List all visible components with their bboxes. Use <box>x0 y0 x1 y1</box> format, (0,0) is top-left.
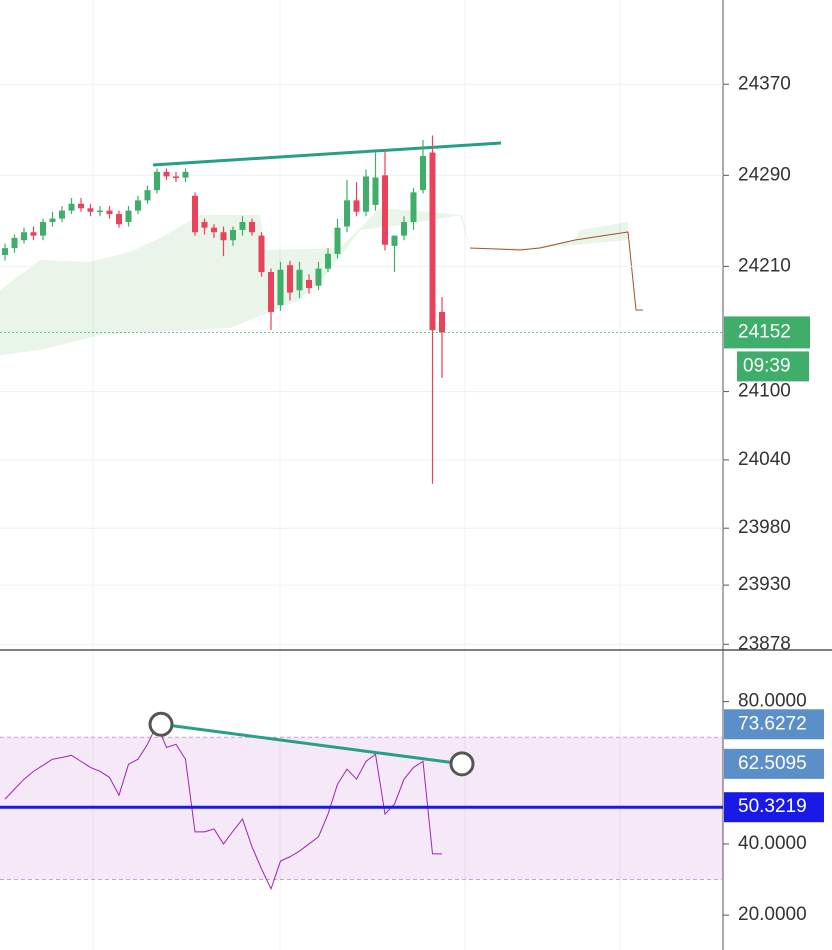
trendline-handle <box>148 711 174 737</box>
candle-body <box>97 210 103 213</box>
trendline-label: 62.5095 <box>738 753 807 774</box>
countdown-label: 09:39 <box>743 355 791 376</box>
trendline-tag <box>724 748 824 779</box>
candle-body <box>135 200 141 211</box>
candle-body <box>344 200 350 227</box>
trendline-handle <box>449 751 475 777</box>
candle-body <box>144 190 151 201</box>
y-tick-label: 40.0000 <box>738 833 807 854</box>
candle-body <box>201 221 208 228</box>
candle-body <box>2 248 8 255</box>
candle-body <box>163 171 170 177</box>
trendline-label: 73.6272 <box>738 713 807 734</box>
candle-body <box>173 176 179 178</box>
y-tick-label: 24210 <box>738 255 791 276</box>
candle-body <box>30 232 37 236</box>
candle-body <box>429 152 436 331</box>
last-price-label: 24152 <box>738 321 791 342</box>
candle-body <box>154 171 160 191</box>
rsi-trendline <box>160 722 463 766</box>
candle-body <box>420 155 426 191</box>
y-tick-label: 20.0000 <box>738 904 807 925</box>
candle-body <box>59 210 65 219</box>
candle-body <box>258 235 265 273</box>
candle-body <box>410 192 417 222</box>
candle-body <box>40 221 46 236</box>
y-tick-label: 23878 <box>738 633 791 654</box>
candle-body <box>382 175 388 245</box>
candle-body <box>182 171 189 178</box>
candle-body <box>268 272 274 312</box>
level-tag <box>724 792 824 823</box>
candle-body <box>21 232 27 241</box>
candle-body <box>87 208 94 212</box>
candle-body <box>401 221 407 236</box>
level-label: 50.3219 <box>738 796 807 817</box>
candle-body <box>211 227 217 233</box>
rsi-line <box>4 723 442 891</box>
candle-body <box>296 269 303 291</box>
candle-body <box>363 176 369 212</box>
y-tick-label: 23930 <box>738 574 791 595</box>
candle-body <box>192 195 198 233</box>
candle-body <box>78 203 84 209</box>
candle-body <box>306 280 312 289</box>
y-tick-label: 24370 <box>738 73 791 94</box>
last-price-tag <box>724 316 810 349</box>
lagging-line <box>469 231 643 311</box>
ichimoku-cloud <box>0 208 628 355</box>
price-trendline <box>152 141 502 167</box>
candle-body <box>116 214 122 225</box>
candle-body <box>391 235 398 246</box>
candle-body <box>277 269 284 306</box>
candle-body <box>11 237 18 249</box>
candle-body <box>68 203 75 211</box>
candle-body <box>315 268 322 286</box>
candle-body <box>239 221 246 230</box>
candle-body <box>353 200 360 212</box>
candle-body <box>125 210 132 222</box>
candle-body <box>220 232 227 241</box>
candle-body <box>372 177 379 205</box>
countdown-tag <box>737 351 809 382</box>
candle-body <box>230 229 236 241</box>
candle-body <box>106 210 113 215</box>
y-tick-label: 24100 <box>738 381 791 402</box>
y-tick-label: 24450 <box>738 0 791 3</box>
y-tick-label: 24040 <box>738 449 791 470</box>
candle-body <box>325 253 331 269</box>
y-tick-label: 80.0000 <box>738 691 807 712</box>
candle-body <box>439 311 445 333</box>
candle-body <box>334 227 341 254</box>
trendline-tag <box>724 709 824 740</box>
candle-body <box>49 218 56 222</box>
candle-body <box>249 221 255 233</box>
y-tick-label: 23980 <box>738 517 791 538</box>
y-tick-label: 24290 <box>738 164 791 185</box>
candle-body <box>287 265 293 293</box>
